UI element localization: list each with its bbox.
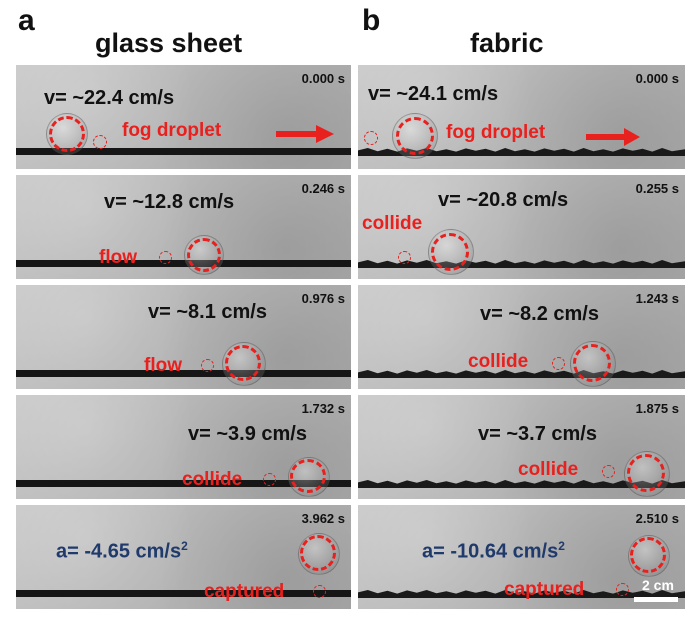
droplet-ring xyxy=(396,117,434,155)
velocity-label: v= ~8.1 cm/s xyxy=(148,301,267,323)
velocity-label: v= ~24.1 cm/s xyxy=(368,83,499,105)
velocity-label: v= ~12.8 cm/s xyxy=(104,191,235,213)
small-droplet-ring xyxy=(201,359,214,372)
frame-time: 0.976 s xyxy=(301,291,345,306)
velocity-label: v= ~20.8 cm/s xyxy=(438,189,569,211)
droplet-label: flow xyxy=(144,355,182,376)
droplet-ring xyxy=(573,344,611,382)
droplet-label: captured xyxy=(204,581,285,602)
glass-strand xyxy=(16,370,351,377)
frame-a1: 0.000 s v= ~22.4 cm/s fog droplet xyxy=(16,65,351,169)
frame-time: 0.000 s xyxy=(635,71,679,86)
frame-a2: 0.246 s v= ~12.8 cm/s flow xyxy=(16,175,351,279)
droplet-label: flow xyxy=(99,247,137,268)
frame-b3: 1.243 s v= ~8.2 cm/s collide xyxy=(358,285,685,389)
small-droplet-ring xyxy=(552,357,565,370)
droplet-ring xyxy=(431,233,469,271)
small-droplet-ring xyxy=(263,473,276,486)
panel-b-letter: b xyxy=(362,4,381,37)
acceleration-label: a= -10.64 cm/s2 xyxy=(422,539,565,563)
frame-time: 1.732 s xyxy=(301,401,345,416)
frame-a3: 0.976 s v= ~8.1 cm/s flow xyxy=(16,285,351,389)
frame-b4: 1.875 s v= ~3.7 cm/s collide xyxy=(358,395,685,499)
droplet-ring xyxy=(187,238,221,272)
droplet-ring xyxy=(300,535,336,571)
small-droplet-ring xyxy=(313,585,326,598)
fabric-strand xyxy=(358,370,685,378)
velocity-label: v= ~3.9 cm/s xyxy=(188,423,307,445)
frame-time: 0.255 s xyxy=(635,181,679,196)
droplet-ring xyxy=(630,537,666,573)
frame-b1: 0.000 s v= ~24.1 cm/s fog droplet xyxy=(358,65,685,169)
small-droplet-ring xyxy=(398,251,411,264)
droplet-label: captured xyxy=(504,579,585,600)
frame-time: 0.000 s xyxy=(301,71,345,86)
acceleration-label: a= -4.65 cm/s2 xyxy=(56,539,188,563)
panel-b-title: fabric xyxy=(470,28,544,58)
small-droplet-ring xyxy=(93,135,107,149)
glass-strand xyxy=(16,148,351,155)
arrow-right-icon xyxy=(276,125,334,143)
frame-b2: 0.255 s v= ~20.8 cm/s collide xyxy=(358,175,685,279)
droplet-label: collide xyxy=(468,351,529,372)
droplet-ring xyxy=(627,454,665,492)
scale-bar-label: 2 cm xyxy=(642,577,674,593)
fabric-strand xyxy=(358,148,685,156)
glass-strand xyxy=(16,590,351,597)
glass-strand xyxy=(16,480,351,487)
small-droplet-ring xyxy=(364,131,378,145)
frame-time: 1.243 s xyxy=(635,291,679,306)
velocity-label: v= ~22.4 cm/s xyxy=(44,87,175,109)
frame-time: 0.246 s xyxy=(301,181,345,196)
frame-b5: 2.510 s a= -10.64 cm/s2 captured 2 cm xyxy=(358,505,685,609)
droplet-label: collide xyxy=(182,469,243,490)
fabric-strand xyxy=(358,590,685,598)
frame-time: 1.875 s xyxy=(635,401,679,416)
small-droplet-ring xyxy=(602,465,615,478)
droplet-ring xyxy=(290,459,326,493)
panel-a-letter: a xyxy=(18,4,35,37)
arrow-right-icon xyxy=(586,128,640,146)
fabric-strand xyxy=(358,260,685,268)
droplet-label: collide xyxy=(362,213,423,234)
frame-a4: 1.732 s v= ~3.9 cm/s collide xyxy=(16,395,351,499)
panel-a-title: glass sheet xyxy=(95,28,243,58)
glass-strand xyxy=(16,260,351,267)
velocity-label: v= ~8.2 cm/s xyxy=(480,303,599,325)
droplet-ring xyxy=(49,116,85,152)
small-droplet-ring xyxy=(616,583,629,596)
frame-time: 3.962 s xyxy=(301,511,345,526)
droplet-label: fog droplet xyxy=(122,120,222,141)
fabric-strand xyxy=(358,480,685,488)
droplet-label: collide xyxy=(518,459,579,480)
velocity-label: v= ~3.7 cm/s xyxy=(478,423,597,445)
small-droplet-ring xyxy=(159,251,172,264)
droplet-label: fog droplet xyxy=(446,122,546,143)
scale-bar xyxy=(634,597,678,602)
frame-a5: 3.962 s a= -4.65 cm/s2 captured xyxy=(16,505,351,609)
droplet-ring xyxy=(225,345,261,381)
frame-time: 2.510 s xyxy=(635,511,679,526)
